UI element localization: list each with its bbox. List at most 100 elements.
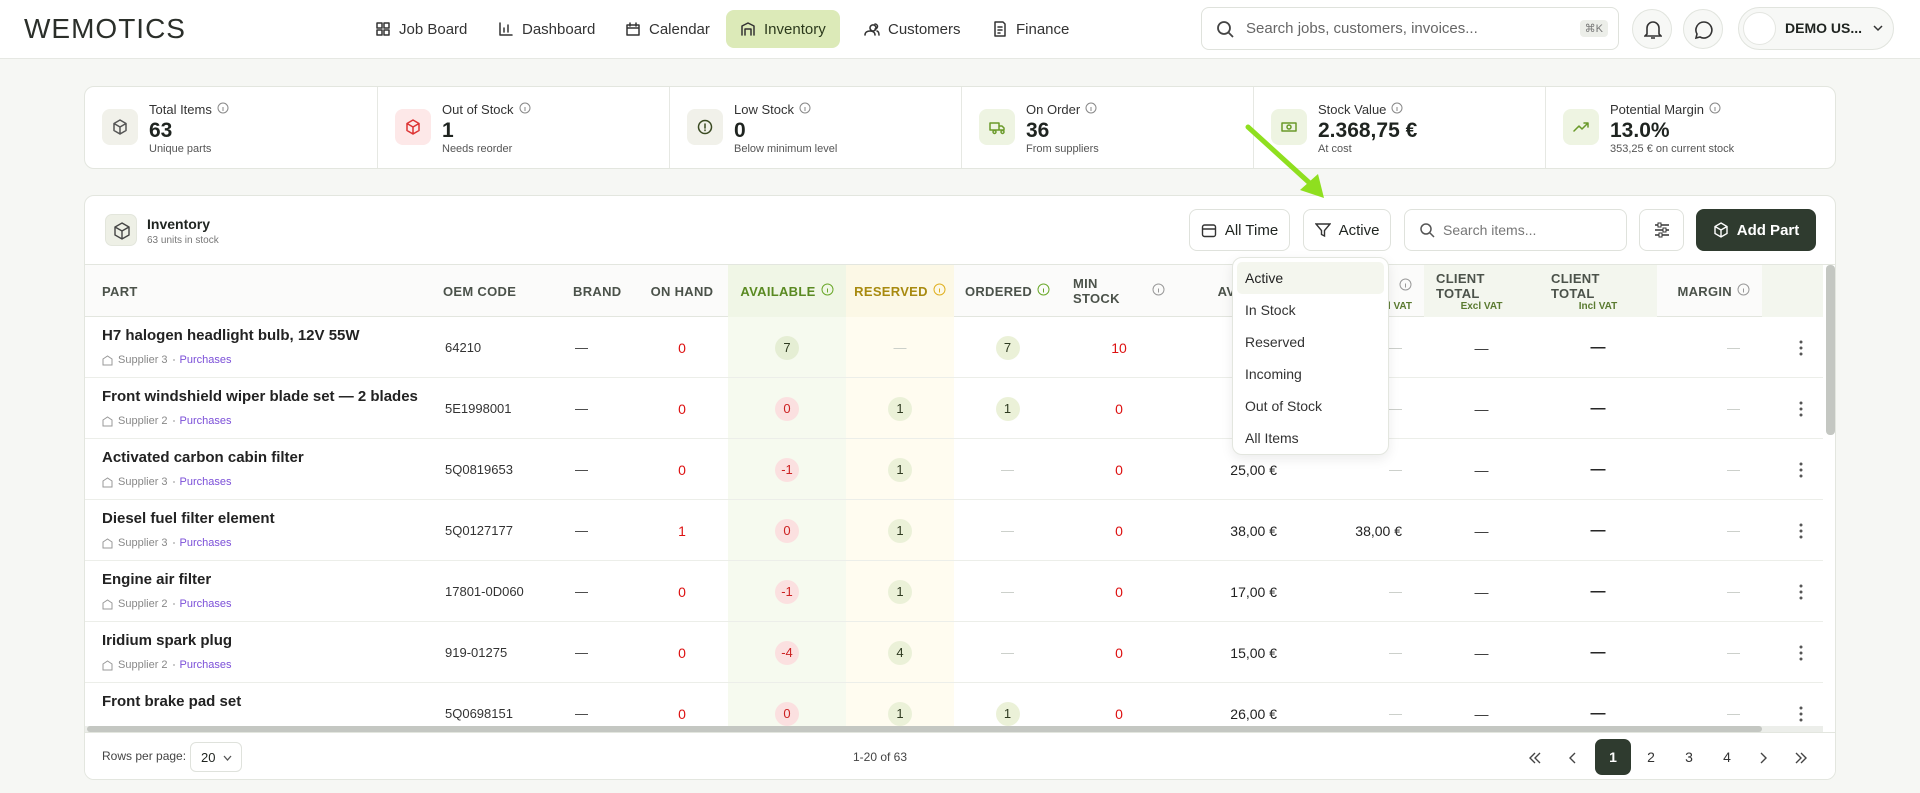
add-part-button[interactable]: Add Part [1696, 209, 1816, 251]
cell-oem: 5E1998001 [431, 378, 561, 439]
nav-item[interactable]: Inventory [726, 10, 840, 48]
prev-page[interactable] [1558, 743, 1588, 773]
cell-value: 64210 [445, 340, 482, 355]
stat-card: Total Items 63 Unique parts [85, 87, 377, 168]
page-button[interactable]: 4 [1723, 749, 1731, 765]
rows-select[interactable]: 20 [190, 742, 242, 772]
page-button[interactable]: 2 [1647, 749, 1655, 765]
row-actions[interactable] [1797, 583, 1805, 601]
info [1085, 102, 1097, 114]
dropdown-option[interactable]: All Items [1245, 430, 1299, 446]
cell-client-excl: — [1424, 683, 1539, 726]
row-actions[interactable] [1797, 461, 1805, 479]
stat-card: Potential Margin 13.0% 353,25 € on current… [1545, 87, 1837, 168]
last-page[interactable] [1786, 743, 1816, 773]
purchases-link[interactable]: Purchases [180, 354, 232, 366]
cell-ordered: 1 [954, 378, 1061, 439]
dropdown-option[interactable]: Active [1237, 262, 1384, 294]
part-meta: Supplier 3 Purchases [102, 537, 232, 549]
stat-sub: At cost [1318, 143, 1352, 155]
h-scrollbar [85, 726, 1823, 732]
box-icon [114, 222, 130, 240]
cell-brand: — [561, 622, 636, 683]
info-icon [1152, 283, 1165, 299]
nav-item[interactable]: Customers [850, 10, 975, 48]
cell-value: — [1474, 461, 1489, 478]
page-button[interactable]: 3 [1685, 749, 1693, 765]
cell-client-incl: — [1539, 683, 1657, 726]
arrow [1795, 752, 1807, 764]
purchases-link-text: Purchases [179, 598, 232, 610]
dropdown-option[interactable]: Out of Stock [1245, 398, 1323, 414]
nav-item-label: Finance [1016, 20, 1070, 38]
messages[interactable] [1683, 9, 1723, 49]
cell-value: — [1590, 339, 1606, 356]
dropdown-option[interactable]: In Stock [1245, 302, 1296, 318]
column-label: OEM CODE [443, 283, 517, 299]
user-menu[interactable]: DEMO US... [1738, 7, 1894, 50]
purchases-link-text: Purchases [179, 659, 232, 671]
cell-value: 15,00 € [1230, 644, 1277, 661]
date-filter-label: All Time [1224, 221, 1279, 239]
table-row: Front windshield wiper blade set — 2 bla… [85, 378, 1823, 439]
first-page[interactable] [1520, 743, 1550, 773]
row-actions[interactable] [1797, 339, 1805, 357]
nav-item-label: Dashboard [522, 20, 596, 38]
panel-icon [105, 214, 137, 246]
cell-oem: 5Q0127177 [431, 500, 561, 561]
item-search[interactable]: Search items... [1404, 209, 1627, 251]
column-header: PART [85, 265, 431, 317]
column-header: MARGIN [1657, 265, 1762, 317]
cell-on-hand: 0 [636, 683, 728, 726]
purchases-link[interactable]: Purchases [180, 598, 232, 610]
cell-value: 7 [995, 335, 1020, 360]
cell-ordered: 7 [954, 317, 1061, 378]
column-header: ORDERED [954, 265, 1061, 317]
next-page[interactable] [1748, 743, 1778, 773]
row-actions[interactable] [1797, 705, 1805, 723]
cell-on-hand: 0 [636, 561, 728, 622]
nav-item[interactable]: Calendar [611, 10, 724, 48]
purchases-link[interactable]: Purchases [180, 659, 232, 671]
logo[interactable]: WEMOTICS [24, 13, 186, 44]
row-actions[interactable] [1797, 644, 1805, 662]
dropdown-option[interactable]: Reserved [1245, 334, 1305, 350]
row-actions[interactable] [1797, 522, 1805, 540]
notifications[interactable] [1632, 9, 1672, 49]
supplier: Supplier 2 [118, 415, 168, 427]
stat-label-text: Out of Stock [442, 102, 514, 117]
cell-value: 0 [678, 400, 686, 417]
cell-value: — [1727, 462, 1740, 477]
avatar [1743, 12, 1776, 45]
nav-item[interactable]: Finance [978, 10, 1083, 48]
stat-label-text: Stock Value [1318, 102, 1387, 117]
nav-item[interactable]: Dashboard [484, 10, 609, 48]
kebab-icon [1799, 584, 1803, 600]
dropdown-option[interactable]: Incoming [1245, 366, 1302, 382]
date-filter[interactable]: All Time [1189, 209, 1290, 251]
cell-oem: 5Q0819653 [431, 439, 561, 500]
icon [989, 122, 1005, 135]
column-settings[interactable] [1639, 209, 1684, 251]
header-extra [1762, 265, 1823, 317]
purchases-link[interactable]: Purchases [180, 476, 232, 488]
part-name: Iridium spark plug [102, 632, 233, 649]
cell-value: — [1389, 706, 1402, 721]
purchases-link[interactable]: Purchases [180, 415, 232, 427]
page-button[interactable]: 1 [1595, 739, 1631, 775]
stat-label-text: Low Stock [734, 102, 794, 117]
cell-client-incl: — [1539, 622, 1657, 683]
cell-value: 5Q0819653 [445, 462, 513, 477]
nav-item[interactable]: Job Board [361, 10, 481, 48]
column-header: CLIENT TOTAL Excl VAT [1424, 265, 1539, 317]
status-filter[interactable]: Active [1303, 209, 1391, 251]
column-label: CLIENT TOTAL [1551, 270, 1600, 301]
cell-min-stock: 10 [1061, 317, 1177, 378]
cell-margin: — [1657, 378, 1762, 439]
global-search[interactable]: Search jobs, customers, invoices... ⌘K [1201, 7, 1619, 50]
cell-on-hand: 0 [636, 439, 728, 500]
cell-available: -4 [728, 622, 846, 683]
purchases-link[interactable]: Purchases [180, 537, 232, 549]
row-actions[interactable] [1797, 400, 1805, 418]
column-header: RESERVED [846, 265, 954, 317]
